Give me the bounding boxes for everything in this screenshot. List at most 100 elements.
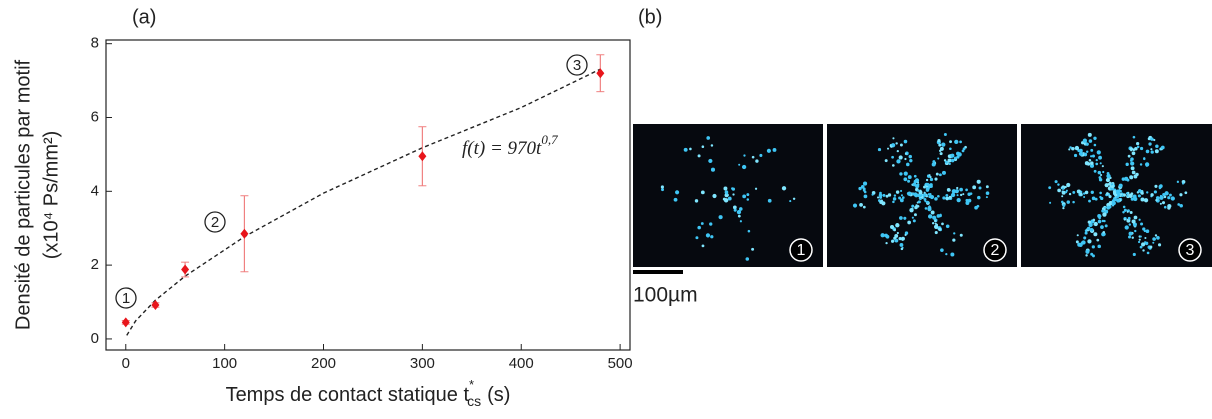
particle [894, 238, 899, 243]
particle [892, 200, 895, 204]
particle [1093, 232, 1098, 237]
particle [1076, 234, 1079, 237]
particle [1097, 219, 1102, 224]
particle [923, 191, 926, 194]
particle [1182, 182, 1185, 185]
particle [912, 182, 917, 187]
particle [1104, 206, 1107, 209]
particle [1083, 195, 1086, 198]
particle [1122, 193, 1127, 197]
particle [694, 199, 699, 203]
particle [1116, 198, 1121, 203]
particle [911, 204, 915, 208]
particle [1083, 192, 1086, 195]
particle [939, 146, 944, 151]
particle [1158, 186, 1162, 190]
particle [660, 185, 664, 189]
particle [887, 147, 890, 150]
particle [695, 236, 699, 240]
particle [940, 248, 944, 252]
particle [959, 140, 962, 144]
particle [1100, 173, 1103, 177]
particle [712, 193, 717, 199]
particle [1097, 170, 1102, 175]
particle [950, 192, 956, 198]
particle [956, 194, 959, 197]
particle [942, 196, 946, 200]
particle [1156, 235, 1160, 240]
particle [1128, 231, 1133, 236]
particle [683, 147, 688, 152]
particle [1078, 148, 1083, 153]
particle [977, 195, 981, 200]
fit-label: f(t) = 970t0,7 [462, 132, 558, 159]
particle [1160, 145, 1165, 150]
particle [931, 162, 936, 167]
particle [1159, 202, 1162, 205]
particle [1142, 227, 1146, 231]
particle [899, 172, 903, 176]
image-label-circle [789, 238, 813, 262]
particle [1167, 203, 1172, 209]
particle [955, 189, 959, 193]
x-tick-label: 300 [410, 355, 435, 372]
particle [899, 143, 903, 147]
particle [901, 238, 904, 241]
particle [732, 205, 737, 210]
particle [976, 204, 980, 208]
particle [1131, 151, 1136, 156]
particle [1145, 149, 1150, 154]
particle [880, 233, 885, 238]
particle [896, 231, 899, 235]
particle [1162, 193, 1166, 197]
particle [859, 203, 863, 207]
particle [1154, 149, 1159, 154]
particle [927, 214, 933, 219]
particle [1105, 177, 1110, 183]
particle [1071, 146, 1075, 151]
particle [731, 187, 734, 190]
particle [1091, 196, 1096, 201]
particle [903, 177, 908, 182]
particle [948, 162, 951, 166]
particle [879, 200, 883, 205]
particle [1123, 208, 1127, 212]
particle [937, 157, 940, 160]
point [181, 264, 190, 275]
particle [895, 223, 900, 228]
particle [1085, 254, 1088, 257]
particle [1124, 225, 1129, 230]
particle [1128, 223, 1131, 226]
particle [852, 203, 858, 208]
particle [893, 194, 897, 197]
particle [1096, 150, 1101, 155]
particle [1169, 193, 1172, 197]
particle [953, 232, 956, 235]
panel-label: (a) [132, 6, 156, 28]
particle [896, 149, 899, 153]
particle [1133, 174, 1138, 179]
particle [1132, 148, 1136, 152]
image-label-circle [983, 238, 1007, 262]
particle [939, 152, 943, 156]
particle [899, 198, 904, 203]
particle [697, 225, 701, 230]
panel-label: (b) [638, 6, 662, 28]
particle [891, 164, 895, 167]
particle [1121, 194, 1124, 198]
particle [907, 175, 912, 180]
point-label-circle [566, 54, 588, 76]
particle [1062, 207, 1065, 210]
particle [1125, 162, 1129, 167]
particle [885, 242, 888, 245]
particle [885, 194, 889, 198]
particle [1140, 222, 1144, 226]
particle [1118, 183, 1123, 188]
y-tick-label: 6 [91, 108, 99, 125]
particle [739, 207, 743, 211]
particle [924, 207, 928, 210]
particle [930, 210, 935, 215]
particle [708, 158, 713, 164]
particle [701, 244, 705, 248]
particle [1065, 189, 1068, 192]
